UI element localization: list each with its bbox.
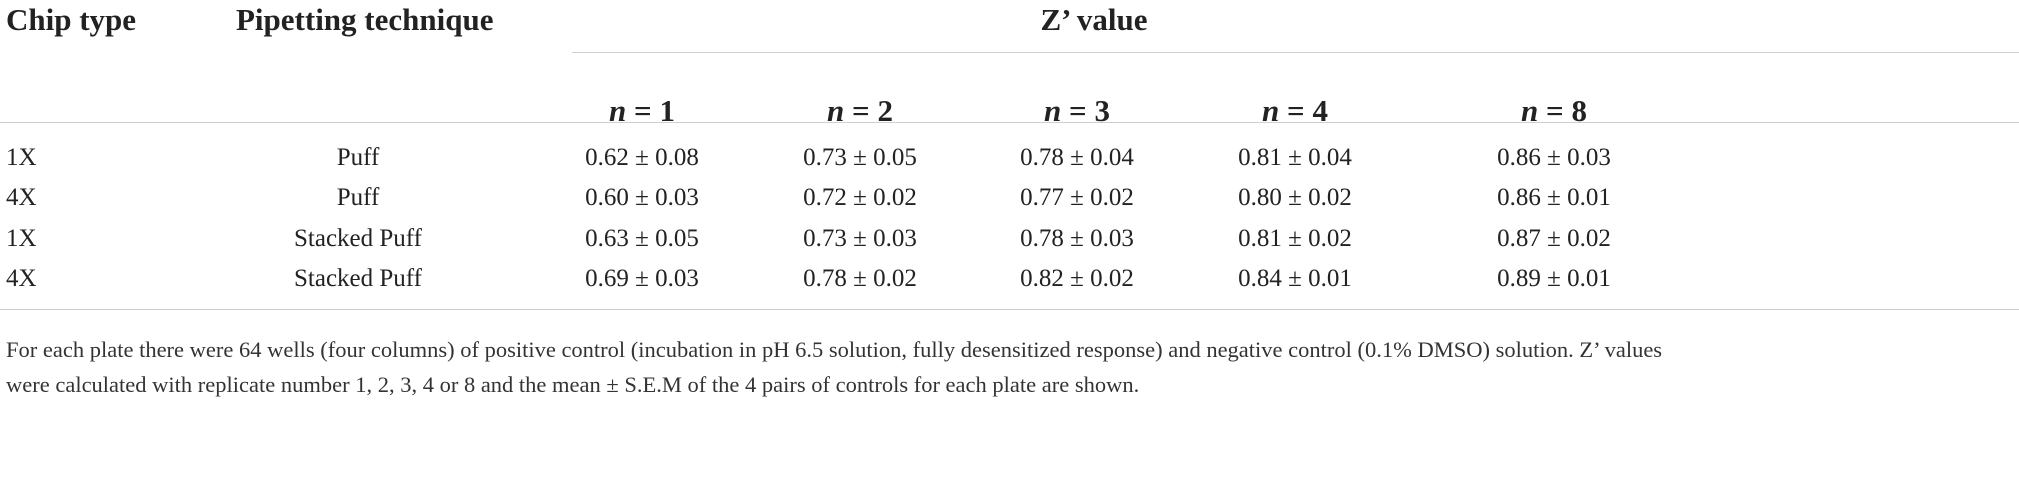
cell-z-n2: 0.73 ± 0.05 (803, 144, 917, 171)
cell-z-n8: 0.89 ± 0.01 (1497, 265, 1611, 292)
cell-z-n1: 0.63 ± 0.05 (585, 225, 699, 252)
cell-z-n1: 0.62 ± 0.08 (585, 144, 699, 171)
cell-z-n3: 0.78 ± 0.03 (1020, 225, 1134, 252)
cell-z-n4: 0.81 ± 0.04 (1238, 144, 1352, 171)
cell-z-n3: 0.82 ± 0.02 (1020, 265, 1134, 292)
table-footnote-line-1: For each plate there were 64 wells (four… (6, 337, 1663, 362)
cell-technique: Puff (336, 184, 380, 211)
cell-z-n4: 0.84 ± 0.01 (1238, 265, 1352, 292)
group-header-rule (572, 52, 2019, 53)
header-n4: n = 4 (1262, 93, 1328, 128)
cell-z-n1: 0.60 ± 0.03 (585, 184, 699, 211)
table-bottom-rule (0, 309, 2019, 310)
cell-z-n3: 0.77 ± 0.02 (1020, 184, 1134, 211)
cell-chip-type: 4X (6, 184, 37, 211)
cell-chip-type: 1X (6, 225, 37, 252)
cell-z-n2: 0.73 ± 0.03 (803, 225, 917, 252)
table-footnote-line-2: were calculated with replicate number 1,… (6, 372, 1140, 397)
header-n8: n = 8 (1521, 93, 1587, 128)
cell-z-n4: 0.81 ± 0.02 (1238, 225, 1352, 252)
header-z-value: Z’ value (1040, 2, 1148, 37)
header-chip-type: Chip type (6, 2, 137, 37)
cell-z-n4: 0.80 ± 0.02 (1238, 184, 1352, 211)
header-bottom-rule (0, 122, 2019, 123)
cell-z-n3: 0.78 ± 0.04 (1020, 144, 1134, 171)
header-pipetting-technique: Pipetting technique (236, 2, 494, 37)
header-n2: n = 2 (827, 93, 893, 128)
cell-z-n1: 0.69 ± 0.03 (585, 265, 699, 292)
cell-z-n8: 0.86 ± 0.03 (1497, 144, 1611, 171)
cell-technique: Stacked Puff (294, 265, 422, 292)
cell-technique: Puff (336, 144, 380, 171)
cell-chip-type: 1X (6, 144, 37, 171)
cell-z-n8: 0.87 ± 0.02 (1497, 225, 1611, 252)
header-n3: n = 3 (1044, 93, 1110, 128)
header-n1: n = 1 (609, 93, 675, 128)
cell-technique: Stacked Puff (294, 225, 422, 252)
cell-z-n8: 0.86 ± 0.01 (1497, 184, 1611, 211)
cell-z-n2: 0.78 ± 0.02 (803, 265, 917, 292)
cell-chip-type: 4X (6, 265, 37, 292)
cell-z-n2: 0.72 ± 0.02 (803, 184, 917, 211)
